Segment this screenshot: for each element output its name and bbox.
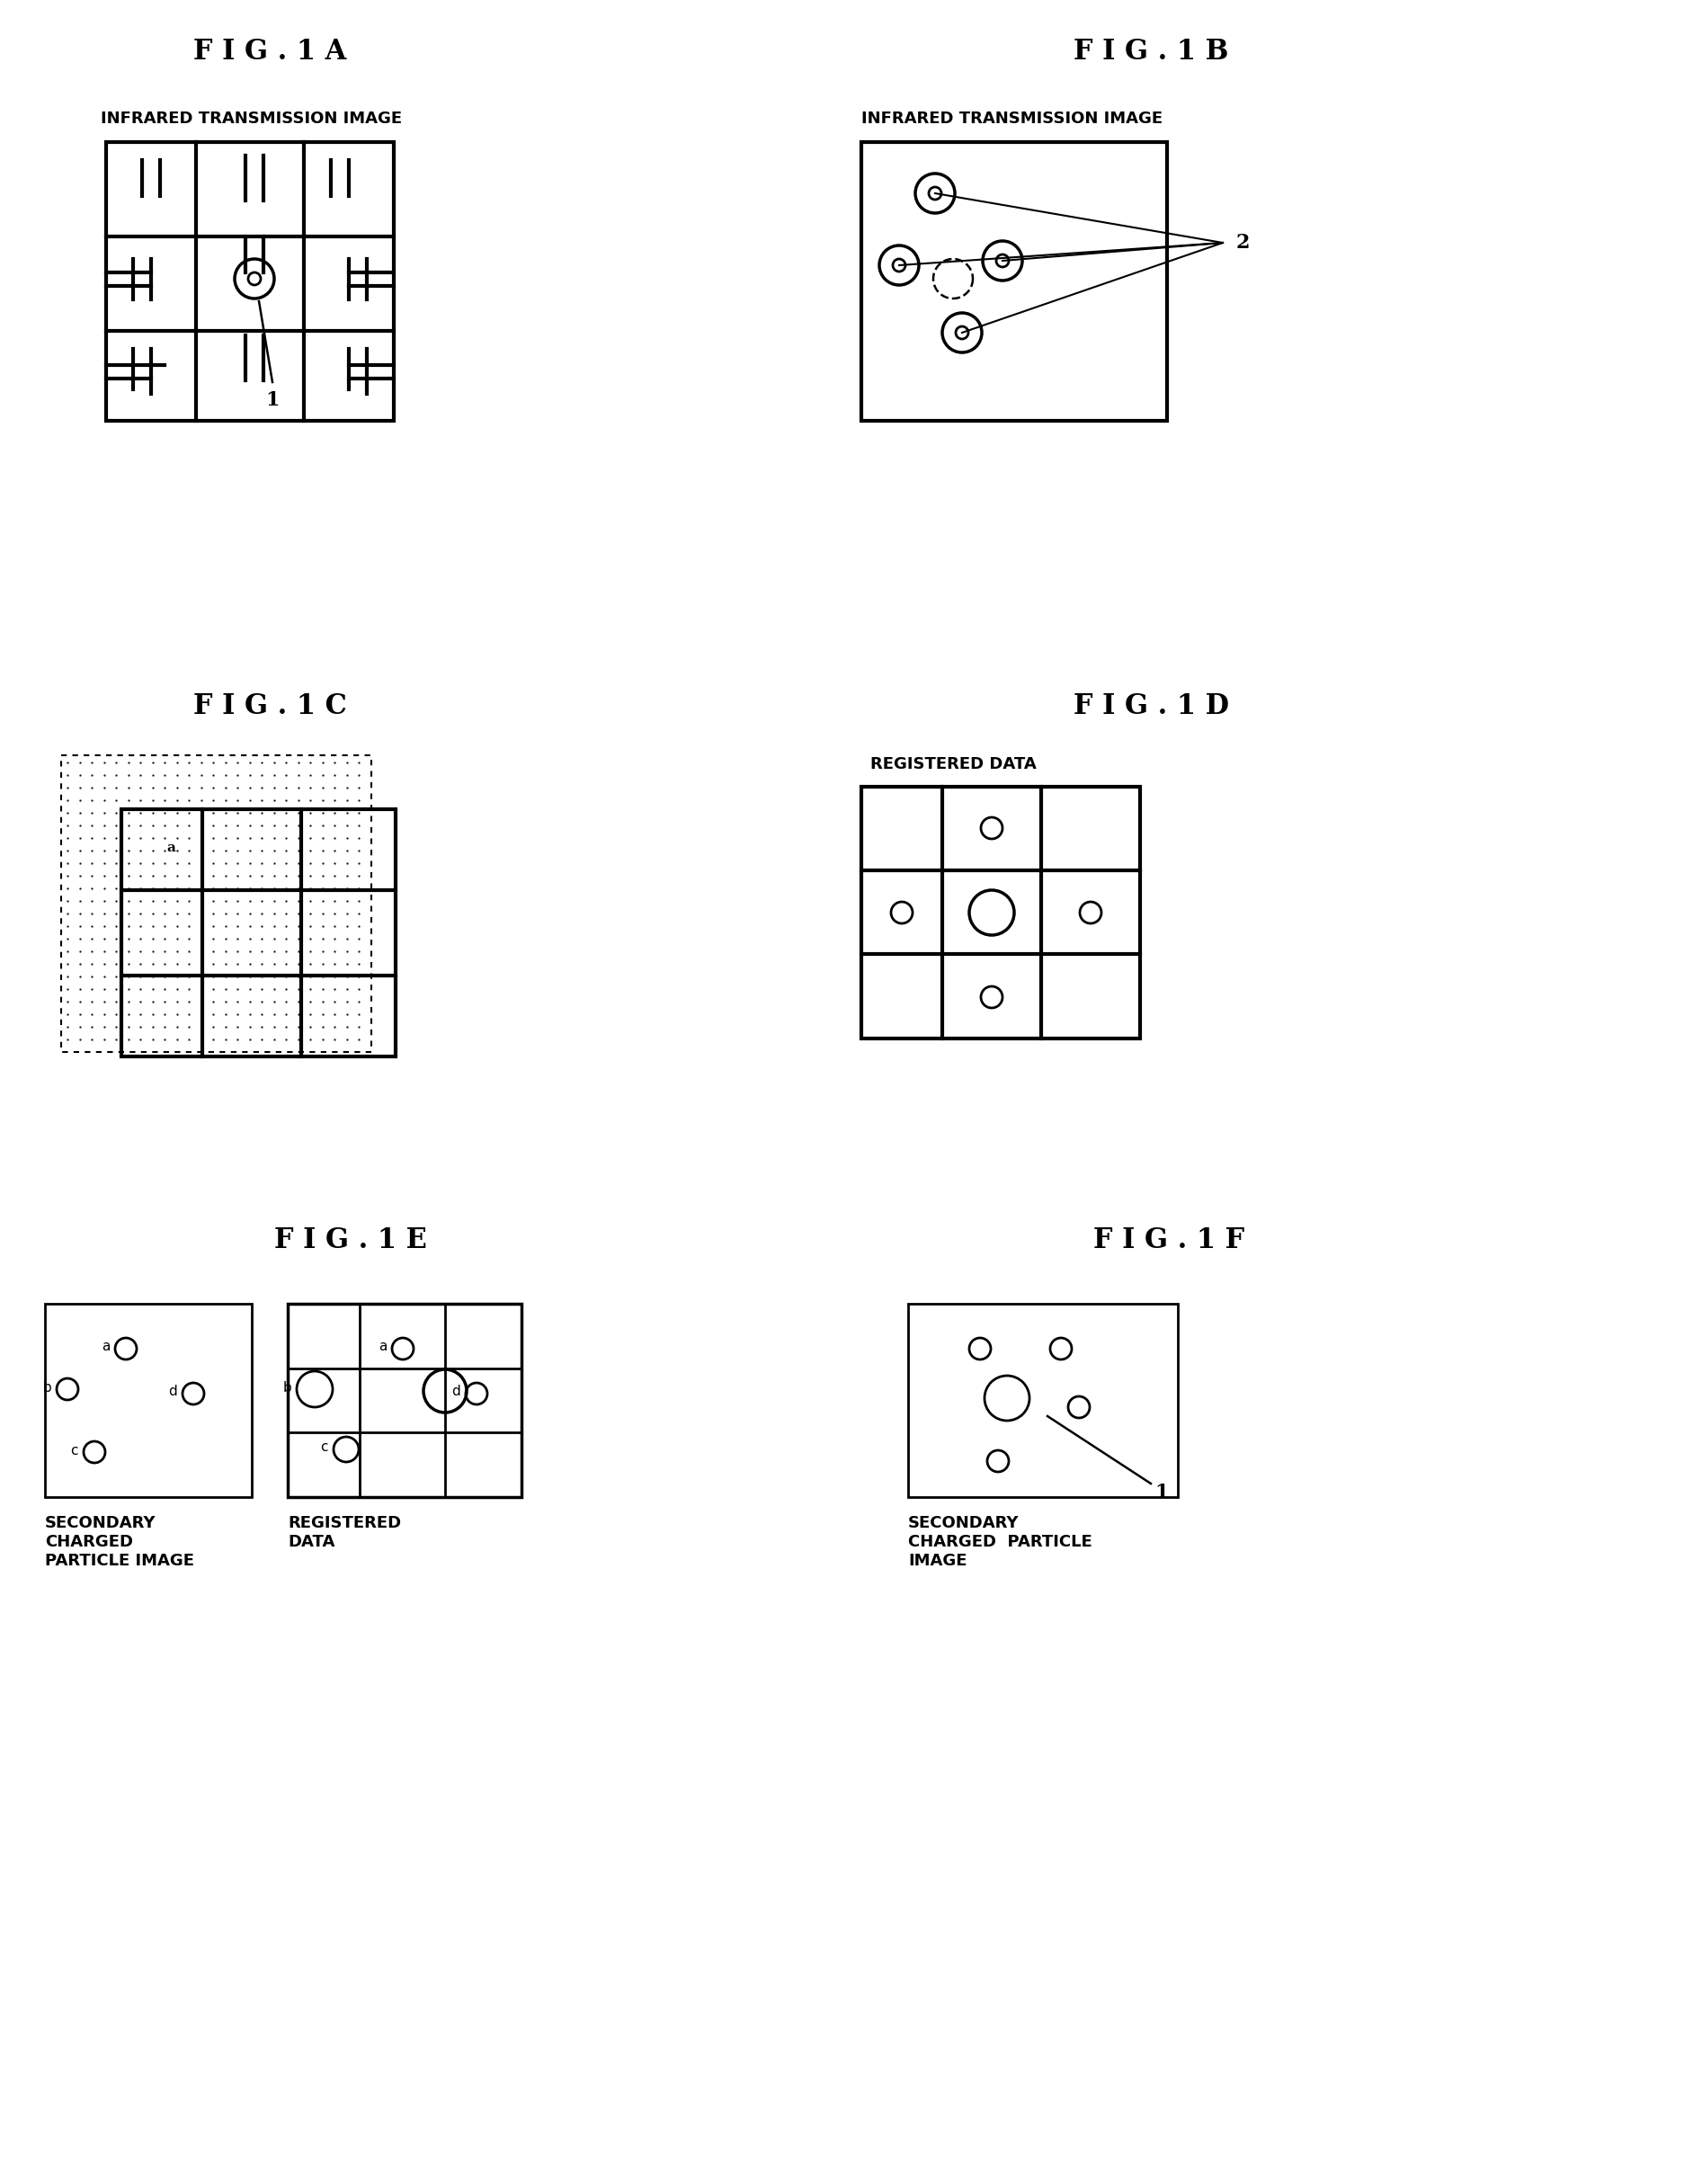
Text: d: d <box>168 1385 177 1398</box>
Bar <box>121 810 395 1057</box>
Text: F I G . 1 C: F I G . 1 C <box>192 692 347 721</box>
Bar <box>909 1304 1178 1496</box>
Text: b: b <box>43 1380 51 1393</box>
Text: F I G . 1 B: F I G . 1 B <box>1074 37 1229 66</box>
Text: c: c <box>320 1441 328 1455</box>
Text: INFRARED TRANSMISSION IMAGE: INFRARED TRANSMISSION IMAGE <box>861 111 1162 127</box>
Text: F I G . 1 F: F I G . 1 F <box>1093 1227 1244 1256</box>
Text: INFRARED TRANSMISSION IMAGE: INFRARED TRANSMISSION IMAGE <box>100 111 402 127</box>
Text: F I G . 1 E: F I G . 1 E <box>274 1227 427 1256</box>
Text: c: c <box>70 1444 78 1457</box>
Bar <box>861 142 1168 422</box>
Text: a: a <box>378 1341 386 1354</box>
Text: SECONDARY
CHARGED
PARTICLE IMAGE: SECONDARY CHARGED PARTICLE IMAGE <box>44 1516 194 1568</box>
Bar <box>106 142 393 422</box>
Text: SECONDARY
CHARGED  PARTICLE
IMAGE: SECONDARY CHARGED PARTICLE IMAGE <box>909 1516 1093 1568</box>
Bar <box>44 1304 252 1496</box>
Text: a: a <box>100 1341 109 1354</box>
Bar <box>61 756 371 1053</box>
Text: 2: 2 <box>1236 234 1249 253</box>
Text: REGISTERED
DATA: REGISTERED DATA <box>288 1516 402 1551</box>
Text: b: b <box>283 1380 291 1393</box>
Text: 1: 1 <box>1154 1483 1169 1503</box>
Bar <box>861 786 1140 1040</box>
Bar <box>288 1304 521 1496</box>
Text: 1: 1 <box>266 391 279 411</box>
Text: d: d <box>451 1385 460 1398</box>
Text: F I G . 1 A: F I G . 1 A <box>194 37 346 66</box>
Text: a: a <box>167 841 175 854</box>
Text: F I G . 1 D: F I G . 1 D <box>1072 692 1229 721</box>
Text: REGISTERED DATA: REGISTERED DATA <box>870 756 1037 773</box>
